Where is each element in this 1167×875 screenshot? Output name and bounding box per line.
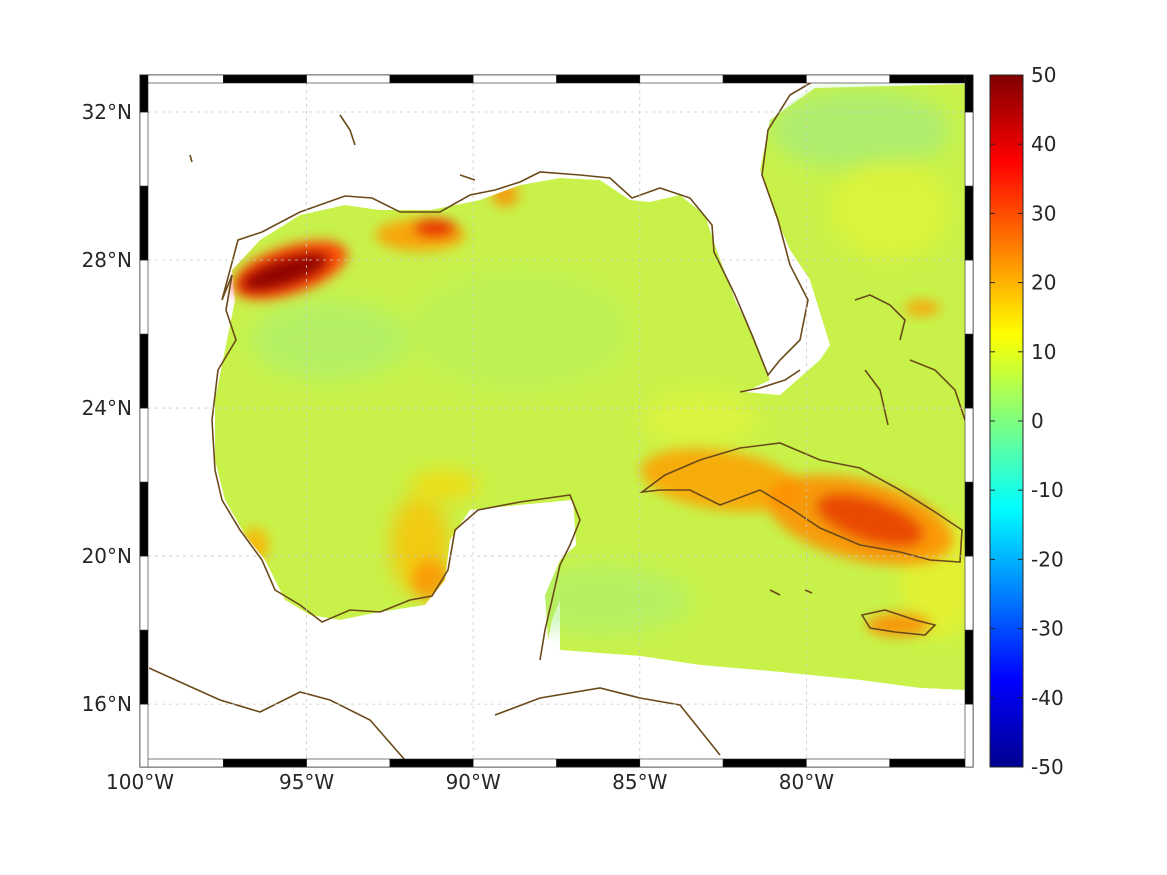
colorbar-tick-label: 0 <box>1031 409 1044 433</box>
border-segment <box>964 74 974 113</box>
lon-tick-label: 100°W <box>106 770 174 794</box>
lat-tick-label: 16°N <box>82 692 132 716</box>
coast-central-america <box>149 667 406 760</box>
border-segment <box>306 74 391 84</box>
coast-honduras <box>494 687 721 756</box>
map-border <box>139 74 974 768</box>
colorbar-tick-label: -40 <box>1031 686 1064 710</box>
border-segment <box>889 74 974 84</box>
coast-bahamas <box>854 294 965 426</box>
coast-mexico <box>211 274 581 661</box>
border-segment <box>556 74 641 84</box>
border-segment <box>139 555 149 631</box>
grid <box>148 83 965 759</box>
coast-cuba <box>639 442 963 563</box>
border-segment <box>964 111 974 187</box>
lat-tick-label: 20°N <box>82 544 132 568</box>
border-segment <box>389 758 474 768</box>
border-segment <box>964 703 974 768</box>
border-segment <box>964 629 974 705</box>
coast-gulf-north <box>221 82 813 377</box>
border-segment <box>889 758 974 768</box>
border-segment <box>472 74 557 84</box>
colorbar-tick-label: 30 <box>1031 201 1056 225</box>
land-north-america <box>149 82 815 615</box>
border-segment <box>964 185 974 261</box>
colorbar-tick-label: -30 <box>1031 617 1064 641</box>
border-segment <box>139 74 224 84</box>
border-segment <box>139 407 149 483</box>
border-segment <box>964 333 974 409</box>
border-segment <box>139 481 149 557</box>
colorbar-tick-label: 20 <box>1031 271 1056 295</box>
border-segment <box>139 629 149 705</box>
border-segment <box>139 333 149 409</box>
border-segment <box>722 758 807 768</box>
lon-tick-label: 90°W <box>446 770 501 794</box>
border-segment <box>639 758 724 768</box>
coast-islands <box>189 114 813 596</box>
colorbar-tick-label: 10 <box>1031 340 1056 364</box>
lat-tick-label: 28°N <box>82 248 132 272</box>
colorbar-tick-label: -20 <box>1031 547 1064 571</box>
border-segment <box>223 758 307 768</box>
border-segment <box>639 74 724 84</box>
coast-jamaica <box>860 609 937 636</box>
border-segment <box>139 703 149 768</box>
lon-tick-label: 95°W <box>279 770 334 794</box>
colorbar-tick-label: 40 <box>1031 132 1056 156</box>
longitude-labels: 100°W 95°W 90°W 85°W 80°W <box>106 770 834 794</box>
border-segment <box>223 74 307 84</box>
colorbar-ticks: 50 40 30 20 10 0 -10 -20 -30 -40 -50 <box>990 63 1064 779</box>
land-yucatan-central-america <box>149 500 965 760</box>
lat-tick-label: 24°N <box>82 396 132 420</box>
border-segment <box>722 74 807 84</box>
border-segment <box>964 259 974 335</box>
lon-tick-label: 85°W <box>612 770 667 794</box>
border-segment <box>139 111 149 187</box>
border-segment <box>472 758 557 768</box>
border-segment <box>389 74 474 84</box>
latitude-labels: 32°N 28°N 24°N 20°N 16°N <box>82 100 132 716</box>
data-field <box>149 82 965 760</box>
colorbar-tick-label: -10 <box>1031 478 1064 502</box>
border-segment <box>306 758 391 768</box>
border-segment <box>964 481 974 557</box>
border-segment <box>556 758 641 768</box>
border-segment <box>964 555 974 631</box>
border-segment <box>139 259 149 335</box>
lat-tick-label: 32°N <box>82 100 132 124</box>
border-segment <box>139 74 149 113</box>
colorbar-tick-label: 50 <box>1031 63 1056 87</box>
colorbar <box>989 74 1024 768</box>
coastlines <box>149 82 965 760</box>
border-segment <box>139 758 224 768</box>
coast-florida-keys <box>739 369 801 393</box>
border-segment <box>806 758 891 768</box>
colorbar-tick-label: -50 <box>1031 755 1064 779</box>
border-segment <box>964 407 974 483</box>
border-segment <box>139 185 149 261</box>
lon-tick-label: 80°W <box>779 770 834 794</box>
border-segment <box>806 74 891 84</box>
